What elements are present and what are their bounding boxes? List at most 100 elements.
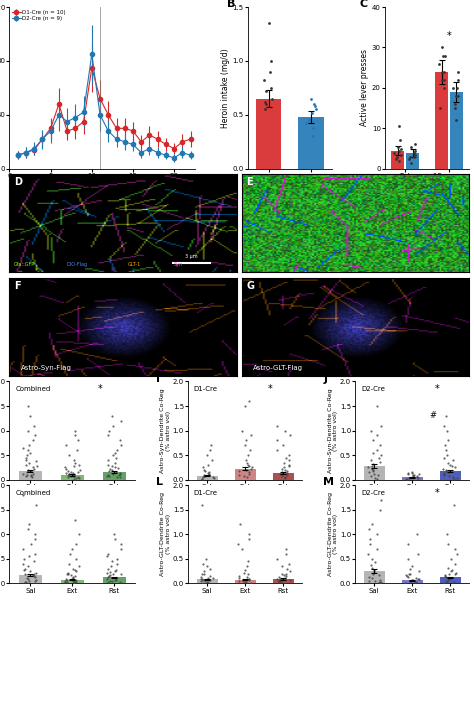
- Point: [246, 461, 253, 472]
- Legend: D1-Cre (n = 10), D2-Cre (n = 9): D1-Cre (n = 10), D2-Cre (n = 9): [12, 10, 66, 21]
- Point: [73, 444, 81, 456]
- Point: [32, 430, 39, 441]
- Point: [447, 566, 455, 577]
- Point: [244, 556, 252, 567]
- Point: [453, 567, 460, 578]
- Point: [204, 572, 212, 583]
- Point: [442, 410, 450, 421]
- Point: [446, 470, 453, 482]
- Bar: [19, 471, 42, 479]
- Point: [241, 400, 249, 411]
- Point: [63, 577, 71, 588]
- X-axis label: Session: Session: [88, 180, 117, 189]
- Point: [111, 447, 119, 458]
- Point: [106, 463, 114, 475]
- Point: [376, 456, 384, 468]
- Point: [278, 470, 286, 482]
- Point: [117, 435, 124, 446]
- Point: [310, 98, 318, 109]
- Point: [397, 143, 404, 154]
- Point: [117, 538, 125, 550]
- Point: [446, 466, 453, 477]
- Point: [244, 561, 251, 572]
- Point: [112, 564, 120, 576]
- Point: [395, 155, 402, 166]
- Point: [106, 566, 114, 577]
- Point: [112, 466, 119, 477]
- Point: [112, 452, 119, 463]
- Point: [441, 74, 448, 86]
- Point: [413, 470, 420, 482]
- Point: [22, 576, 29, 587]
- Point: [368, 573, 375, 584]
- Bar: [273, 472, 293, 479]
- Text: Self-administration: Self-administration: [25, 198, 84, 203]
- Point: [307, 93, 315, 104]
- Point: [21, 563, 29, 574]
- Point: [105, 465, 112, 477]
- Point: [410, 469, 418, 480]
- Point: [71, 514, 79, 525]
- Point: [273, 420, 281, 431]
- Point: [447, 573, 454, 584]
- Point: [201, 566, 208, 577]
- Bar: [402, 477, 423, 479]
- Point: [26, 566, 34, 577]
- Text: Combined: Combined: [16, 490, 51, 496]
- Point: [72, 425, 79, 436]
- Point: [62, 468, 70, 479]
- Point: [25, 457, 33, 468]
- Point: [115, 462, 122, 473]
- Point: [369, 465, 376, 477]
- Point: [61, 576, 69, 587]
- Bar: [102, 578, 126, 583]
- Point: [245, 533, 253, 545]
- Point: [281, 570, 288, 581]
- Point: [24, 469, 31, 480]
- Point: [200, 577, 207, 588]
- Point: [113, 558, 120, 569]
- Point: [76, 459, 83, 470]
- Point: [277, 577, 285, 588]
- Point: [112, 574, 119, 585]
- Point: [275, 574, 283, 585]
- Point: [405, 153, 413, 164]
- Point: [436, 58, 443, 69]
- Point: [370, 468, 378, 479]
- Point: [281, 457, 288, 468]
- Point: [276, 576, 284, 587]
- Point: [65, 468, 73, 479]
- Point: [260, 75, 268, 86]
- Point: [70, 470, 78, 482]
- Point: [62, 576, 69, 587]
- Point: [70, 473, 78, 484]
- Point: [265, 18, 273, 29]
- Point: [32, 456, 40, 467]
- Point: [76, 464, 83, 475]
- Point: [107, 561, 115, 572]
- Point: [415, 566, 422, 577]
- Point: [240, 567, 248, 578]
- Point: [273, 435, 281, 446]
- Point: [202, 553, 210, 564]
- Point: [246, 467, 253, 478]
- Text: *: *: [447, 32, 452, 41]
- Point: [109, 469, 117, 480]
- Bar: [406, 153, 419, 169]
- Point: [204, 459, 211, 470]
- Point: [370, 568, 377, 579]
- Point: [285, 461, 292, 472]
- Point: [201, 470, 209, 482]
- Point: [309, 122, 317, 133]
- Bar: [102, 472, 126, 479]
- Point: [111, 575, 119, 586]
- Point: [374, 529, 381, 540]
- Point: [69, 467, 76, 478]
- Point: [242, 435, 249, 446]
- Point: [199, 574, 206, 585]
- Point: [261, 96, 268, 107]
- Point: [27, 538, 35, 550]
- Point: [278, 569, 286, 580]
- Point: [443, 577, 450, 588]
- Point: [286, 566, 293, 577]
